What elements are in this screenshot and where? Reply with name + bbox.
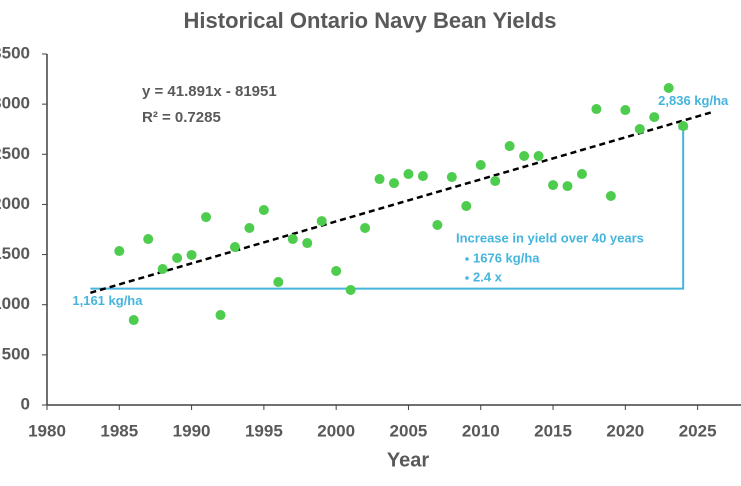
x-tick-label: 1990	[173, 421, 211, 440]
data-point	[461, 201, 472, 212]
y-tick-label: 2000	[0, 194, 30, 213]
data-point	[620, 105, 631, 116]
annotation-bullet: 2.4 x	[473, 269, 503, 284]
x-tick-label: 2010	[462, 421, 500, 440]
data-point	[504, 141, 515, 152]
y-tick-label: 2500	[0, 144, 30, 163]
trendline	[90, 110, 713, 294]
data-point	[258, 205, 269, 216]
data-point	[432, 219, 443, 230]
bullet-dot	[465, 257, 469, 261]
data-point	[548, 180, 559, 191]
data-point	[244, 222, 255, 233]
y-tick-label: 500	[2, 344, 30, 363]
data-point	[446, 172, 457, 183]
annotation-heading: Increase in yield over 40 years	[456, 230, 644, 245]
data-point	[634, 124, 645, 135]
x-tick-label: 2020	[606, 421, 644, 440]
y-tick-label: 3500	[0, 43, 30, 62]
data-point	[316, 216, 327, 227]
annotation-end-label: 2,836 kg/ha	[658, 93, 729, 108]
data-point	[157, 264, 168, 275]
data-point	[663, 82, 674, 93]
data-point	[273, 277, 284, 288]
data-point	[331, 266, 342, 277]
data-point	[533, 150, 544, 161]
x-axis-label: Year	[387, 449, 429, 471]
data-point	[576, 169, 587, 180]
y-tick-label: 1000	[0, 294, 30, 313]
x-tick-label: 2000	[317, 421, 355, 440]
y-tick-label: 0	[21, 394, 30, 413]
annotation-line	[90, 128, 685, 290]
data-point	[215, 310, 226, 321]
chart-title: Historical Ontario Navy Bean Yields	[184, 8, 557, 33]
data-point	[562, 181, 573, 192]
data-point	[374, 174, 385, 185]
y-tick-label: 1500	[0, 244, 30, 263]
data-point	[475, 160, 486, 171]
data-point	[229, 242, 240, 253]
x-tick-label: 1980	[28, 421, 66, 440]
data-point	[605, 191, 616, 202]
x-tick-label: 1995	[245, 421, 283, 440]
x-tick-label: 1985	[100, 421, 138, 440]
data-point	[591, 104, 602, 115]
data-point	[143, 234, 154, 245]
data-point	[490, 176, 501, 187]
annotation-bullet: 1676 kg/ha	[473, 250, 540, 265]
bullet-dot	[465, 276, 469, 280]
data-point	[360, 222, 371, 233]
x-tick-label: 2015	[534, 421, 572, 440]
x-tick-label: 2005	[390, 421, 428, 440]
y-tick-label: 3000	[0, 94, 30, 113]
annotation-start-label: 1,161 kg/ha	[72, 293, 143, 308]
data-point	[302, 238, 313, 249]
data-point	[172, 252, 183, 263]
data-point	[201, 212, 212, 223]
data-point	[403, 169, 414, 180]
data-point	[114, 246, 125, 257]
trend-r2: R² = 0.7285	[142, 109, 221, 126]
data-point	[678, 121, 689, 132]
data-point	[186, 249, 197, 260]
trend-equation: y = 41.891x - 81951	[142, 83, 277, 100]
data-point	[519, 150, 530, 161]
x-tick-label: 2025	[679, 421, 717, 440]
data-point	[649, 112, 660, 123]
data-point	[389, 178, 399, 189]
data-point	[128, 315, 139, 326]
data-point	[345, 284, 356, 295]
data-point	[417, 171, 428, 182]
data-point	[287, 234, 298, 245]
